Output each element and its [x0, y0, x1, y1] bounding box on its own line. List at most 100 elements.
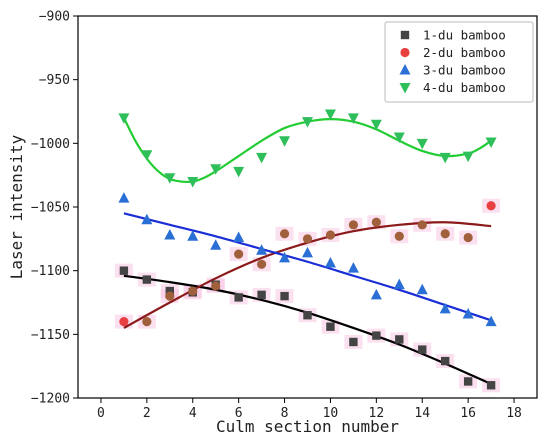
data-point-series-3 — [302, 246, 313, 258]
legend-marker — [399, 64, 411, 75]
data-point-series-2 — [486, 201, 496, 211]
legend-entry-label: 3-du bamboo — [423, 63, 506, 78]
legend: 1-du bamboo 2-du bamboo 3-du bamboo 4-du ba… — [384, 21, 534, 103]
data-point-series-3 — [439, 302, 451, 314]
data-point-series-2 — [463, 232, 473, 243]
x-tick-label: 4 — [189, 406, 197, 421]
data-point-series-1 — [372, 331, 381, 340]
data-point-series-4 — [347, 113, 359, 124]
data-point-series-4 — [164, 173, 176, 184]
x-tick-label: 2 — [143, 406, 151, 421]
legend-marker — [399, 83, 411, 94]
data-point-series-2 — [234, 249, 244, 259]
data-point-series-3 — [118, 192, 130, 203]
data-point-series-1 — [280, 291, 289, 301]
data-point-series-4 — [187, 177, 199, 188]
x-tick-label: 18 — [506, 406, 522, 421]
data-point-series-2 — [211, 281, 221, 291]
data-point-series-1 — [303, 311, 312, 320]
data-point-series-1 — [326, 322, 335, 331]
data-point-series-2 — [302, 234, 313, 244]
data-point-series-1 — [486, 381, 496, 390]
data-point-series-3 — [187, 230, 199, 241]
data-point-series-2 — [142, 317, 152, 327]
data-point-series-1 — [257, 290, 266, 300]
y-tick-label: −1100 — [31, 264, 70, 279]
data-point-series-2 — [394, 231, 404, 241]
y-tick-label: −900 — [39, 10, 70, 25]
data-point-series-3 — [485, 315, 497, 327]
data-point-series-3 — [324, 257, 336, 268]
data-point-series-2 — [279, 229, 290, 239]
legend-entry-label: 2-du bamboo — [423, 45, 506, 60]
data-point-series-3 — [256, 244, 268, 255]
data-point-series-4 — [462, 151, 474, 163]
x-tick-label: 16 — [460, 406, 476, 421]
data-point-series-4 — [210, 164, 222, 175]
data-point-series-4 — [302, 117, 313, 128]
y-axis-ticks: −1200 −1150 −1100 −1050 −1000 −950 −900 — [31, 10, 78, 407]
data-point-series-1 — [418, 345, 427, 354]
data-point-series-4 — [439, 152, 451, 164]
data-point-series-4 — [485, 137, 497, 149]
data-point-series-3 — [462, 307, 474, 319]
y-tick-label: −1050 — [31, 201, 70, 216]
data-point-series-3 — [233, 231, 245, 243]
y-axis-label: Laser intensity — [7, 134, 26, 279]
fit-line-3 — [123, 212, 492, 322]
legend-box — [384, 21, 534, 103]
data-point-series-3 — [141, 213, 153, 225]
data-point-series-2 — [348, 220, 358, 230]
x-tick-label: 10 — [323, 406, 339, 421]
data-point-series-4 — [141, 150, 153, 161]
data-point-series-2 — [417, 220, 427, 230]
y-tick-label: −1000 — [31, 137, 70, 152]
data-point-series-4 — [324, 109, 336, 121]
highlight-layer — [114, 198, 501, 393]
data-point-series-3 — [416, 283, 428, 295]
x-axis-ticks: 0 2 4 6 8 10 12 14 16 18 — [97, 398, 522, 421]
data-point-series-1 — [165, 286, 174, 296]
data-point-series-2 — [371, 217, 381, 227]
data-point-series-1 — [119, 266, 129, 275]
legend-entry-label: 1-du bamboo — [423, 28, 506, 43]
data-point-series-1 — [142, 275, 152, 284]
data-point-series-2 — [325, 230, 336, 240]
data-point-series-3 — [279, 251, 291, 263]
x-axis-label: Culm section number — [216, 417, 399, 436]
x-tick-label: 12 — [369, 406, 385, 421]
data-point-series-2 — [188, 286, 198, 296]
y-tick-label: −1150 — [31, 328, 70, 343]
data-point-series-2 — [257, 259, 267, 269]
fit-line-4 — [122, 117, 492, 184]
y-tick-label: −1200 — [31, 392, 70, 407]
data-point-series-4 — [118, 113, 130, 124]
data-point-series-4 — [233, 166, 245, 178]
data-point-series-4 — [279, 136, 291, 147]
data-points — [118, 109, 497, 390]
data-point-series-2 — [440, 229, 450, 239]
data-point-series-2 — [119, 317, 129, 327]
x-tick-label: 8 — [281, 406, 289, 421]
x-tick-label: 0 — [97, 406, 105, 421]
legend-entry-label: 4-du bamboo — [423, 80, 506, 95]
data-point-series-3 — [347, 262, 359, 273]
data-point-series-3 — [370, 288, 382, 300]
x-tick-label: 14 — [414, 406, 430, 421]
data-point-series-3 — [393, 278, 405, 290]
y-tick-label: −950 — [39, 73, 70, 88]
data-point-series-4 — [256, 152, 268, 164]
legend-marker — [400, 47, 410, 58]
data-point-series-2 — [165, 291, 175, 301]
data-point-series-4 — [416, 138, 428, 150]
data-point-series-4 — [370, 119, 382, 131]
data-point-series-1 — [463, 377, 473, 386]
data-point-series-1 — [395, 335, 404, 344]
data-point-series-1 — [234, 293, 243, 302]
data-point-series-1 — [349, 337, 358, 347]
x-tick-label: 6 — [235, 406, 243, 421]
data-point-series-3 — [164, 229, 176, 240]
data-point-series-1 — [441, 356, 450, 366]
data-point-series-4 — [393, 132, 405, 143]
